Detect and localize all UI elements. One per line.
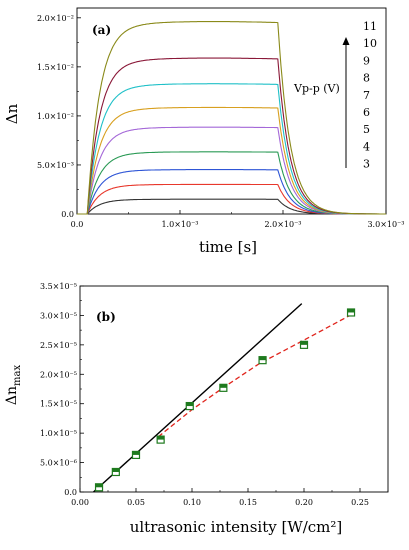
panel-b-y-tick-label: 2.0×10⁻⁵ bbox=[40, 370, 77, 379]
panel-b-y-axis-sub: max bbox=[12, 365, 23, 386]
panel-a-series-line bbox=[77, 169, 386, 215]
panel-a-y-axis-label: Δn bbox=[3, 103, 21, 124]
panel-a-y-ticks: 0.0 5.0×10⁻³ 1.0×10⁻² 1.5×10⁻² 2.0×10⁻² bbox=[37, 14, 81, 219]
panel-a-x-tick-label: 1.0×10⁻³ bbox=[161, 220, 198, 229]
panel-b-x-tick-label: 0.10 bbox=[183, 498, 201, 507]
panel-b-y-tick-label: 2.5×10⁻⁵ bbox=[40, 341, 77, 350]
panel-a-series-line bbox=[77, 151, 386, 215]
panel-a-y-tick-label: 1.0×10⁻² bbox=[37, 112, 74, 121]
panel-b-x-tick-label: 0.15 bbox=[239, 498, 257, 507]
panel-a-chart: 0.0 1.0×10⁻³ 2.0×10⁻³ 3.0×10⁻³ 0.0 5.0×10⁻³ 1… bbox=[3, 7, 405, 256]
panel-a-x-tick-label: 3.0×10⁻³ bbox=[367, 220, 404, 229]
panel-a-y-tick-label: 0.0 bbox=[61, 210, 74, 219]
panel-a-label: (a) bbox=[92, 23, 111, 37]
panel-a-x-tick-label: 0.0 bbox=[71, 220, 84, 229]
panel-b-y-axis-label: Δnmax bbox=[4, 365, 23, 406]
panel-b-label: (b) bbox=[96, 310, 116, 324]
panel-a-x-ticks: 0.0 1.0×10⁻³ 2.0×10⁻³ 3.0×10⁻³ bbox=[71, 210, 405, 229]
panel-a-series-line bbox=[77, 106, 386, 215]
data-point bbox=[258, 356, 267, 365]
panel-a-series-line bbox=[77, 126, 386, 215]
panel-b-data-points bbox=[94, 308, 356, 492]
voltage-arrow bbox=[342, 37, 350, 168]
panel-a-series-line bbox=[77, 21, 386, 215]
panel-b-x-tick-label: 0.05 bbox=[127, 498, 145, 507]
data-point bbox=[219, 383, 228, 392]
panel-b-x-axis-label: ultrasonic intensity [W/cm²] bbox=[130, 518, 343, 536]
data-point bbox=[185, 401, 194, 411]
linear-fit-line bbox=[92, 303, 303, 493]
voltage-label: 4 bbox=[363, 140, 370, 153]
voltage-label: 7 bbox=[363, 89, 370, 102]
voltage-label: 6 bbox=[363, 106, 370, 119]
data-point bbox=[94, 483, 104, 492]
panel-b-y-tick-label: 5.0×10⁻⁶ bbox=[40, 459, 77, 468]
data-point bbox=[111, 467, 120, 477]
data-point bbox=[156, 435, 165, 444]
panel-b-x-tick-label: 0.25 bbox=[351, 498, 369, 507]
panel-a-y-tick-label: 2.0×10⁻² bbox=[37, 14, 74, 23]
panel-b-y-tick-label: 3.5×10⁻⁵ bbox=[40, 282, 77, 291]
panel-a-series bbox=[77, 21, 386, 215]
panel-a-series-line bbox=[77, 83, 386, 215]
panel-b-y-tick-label: 3.0×10⁻⁵ bbox=[40, 311, 77, 320]
panel-a-y-tick-label: 5.0×10⁻³ bbox=[37, 161, 74, 170]
voltage-labels: 11 10 9 8 7 6 5 4 3 bbox=[363, 20, 377, 171]
panel-b-y-ticks: 0.0 5.0×10⁻⁶ 1.0×10⁻⁵ 1.5×10⁻⁵ 2.0×10⁻⁵ 2.5×1… bbox=[40, 282, 84, 497]
data-point bbox=[346, 308, 356, 317]
panel-b-y-axis-main: Δn bbox=[4, 386, 20, 405]
panel-b-x-tick-label: 0.00 bbox=[71, 498, 89, 507]
voltage-annotation: Vp-p (V) bbox=[293, 82, 340, 95]
panel-b-fit-lines bbox=[92, 303, 352, 493]
data-point bbox=[131, 450, 141, 460]
panel-a-series-line bbox=[77, 198, 386, 215]
curve-fit-line bbox=[157, 314, 352, 438]
panel-b-y-tick-label: 1.5×10⁻⁵ bbox=[40, 400, 77, 409]
panel-a-y-tick-label: 1.5×10⁻² bbox=[37, 63, 74, 72]
panel-b-plot-frame bbox=[79, 285, 389, 493]
panel-a-x-axis-label: time [s] bbox=[199, 238, 257, 256]
panel-b-x-tick-label: 0.20 bbox=[295, 498, 313, 507]
panel-b-y-tick-label: 0.0 bbox=[64, 488, 77, 497]
data-point bbox=[299, 340, 309, 349]
voltage-label: 11 bbox=[363, 20, 377, 33]
voltage-label: 10 bbox=[363, 37, 377, 50]
panel-a-plot-frame bbox=[76, 7, 387, 215]
voltage-label: 5 bbox=[363, 123, 370, 136]
voltage-label: 8 bbox=[363, 72, 370, 85]
panel-b-chart: 0.00 0.05 0.10 0.15 0.20 0.25 0.0 5.0×10⁻⁶ 1.0×… bbox=[4, 282, 389, 536]
panel-a-x-tick-label: 2.0×10⁻³ bbox=[264, 220, 301, 229]
panel-b-y-tick-label: 1.0×10⁻⁵ bbox=[40, 429, 77, 438]
panel-b-x-ticks: 0.00 0.05 0.10 0.15 0.20 0.25 bbox=[71, 488, 389, 507]
voltage-label: 3 bbox=[363, 158, 370, 171]
voltage-label: 9 bbox=[363, 54, 370, 67]
